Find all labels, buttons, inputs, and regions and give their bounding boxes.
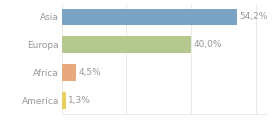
Text: 4,5%: 4,5%: [78, 68, 101, 77]
Text: 54,2%: 54,2%: [239, 12, 268, 21]
Text: 40,0%: 40,0%: [193, 40, 222, 49]
Bar: [62, 64, 76, 81]
Text: 1,3%: 1,3%: [68, 96, 91, 105]
Bar: [62, 9, 237, 25]
Bar: [62, 36, 191, 53]
Bar: [62, 92, 66, 109]
